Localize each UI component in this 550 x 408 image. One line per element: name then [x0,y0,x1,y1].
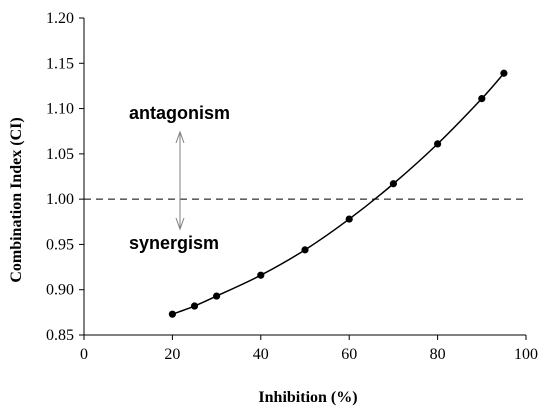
x-axis-title: Inhibition (%) [258,389,357,406]
x-tick-label: 80 [430,346,446,363]
axes [83,18,526,336]
series [168,69,508,318]
x-tick-label: 60 [341,346,357,363]
data-point [434,140,442,148]
annotation-antagonism: antagonism [129,103,230,123]
data-point [213,292,221,300]
arrow-head-down [175,217,185,231]
y-ticks: 0.85 0.90 0.95 1.00 1.05 1.10 1.15 1.20 [46,10,84,344]
y-tick-label: 1.10 [46,101,74,118]
data-point [257,271,265,279]
x-tick-label: 40 [253,346,269,363]
antagonism-synergism-arrow [175,130,185,231]
y-tick-label: 1.05 [46,146,74,163]
y-tick-label: 0.90 [46,282,74,299]
data-point [500,69,508,77]
data-point [478,95,486,103]
annotation-synergism: synergism [129,233,219,253]
series-line [172,72,505,315]
arrow-head-up [175,130,185,144]
data-point [345,215,353,223]
x-tick-label: 0 [80,346,88,363]
y-tick-label: 1.00 [46,191,74,208]
data-point [301,246,309,254]
y-tick-label: 1.20 [46,10,74,27]
data-point [168,310,176,318]
x-tick-label: 100 [514,346,538,363]
y-tick-label: 0.95 [46,236,74,253]
y-tick-label: 1.15 [46,55,74,72]
y-axis-title: Combination Index (CI) [8,117,25,282]
y-tick-label: 0.85 [46,327,74,344]
x-tick-label: 20 [164,346,180,363]
data-point [389,180,397,188]
x-ticks: 0 20 40 60 80 100 [80,335,538,363]
data-point [190,302,199,310]
